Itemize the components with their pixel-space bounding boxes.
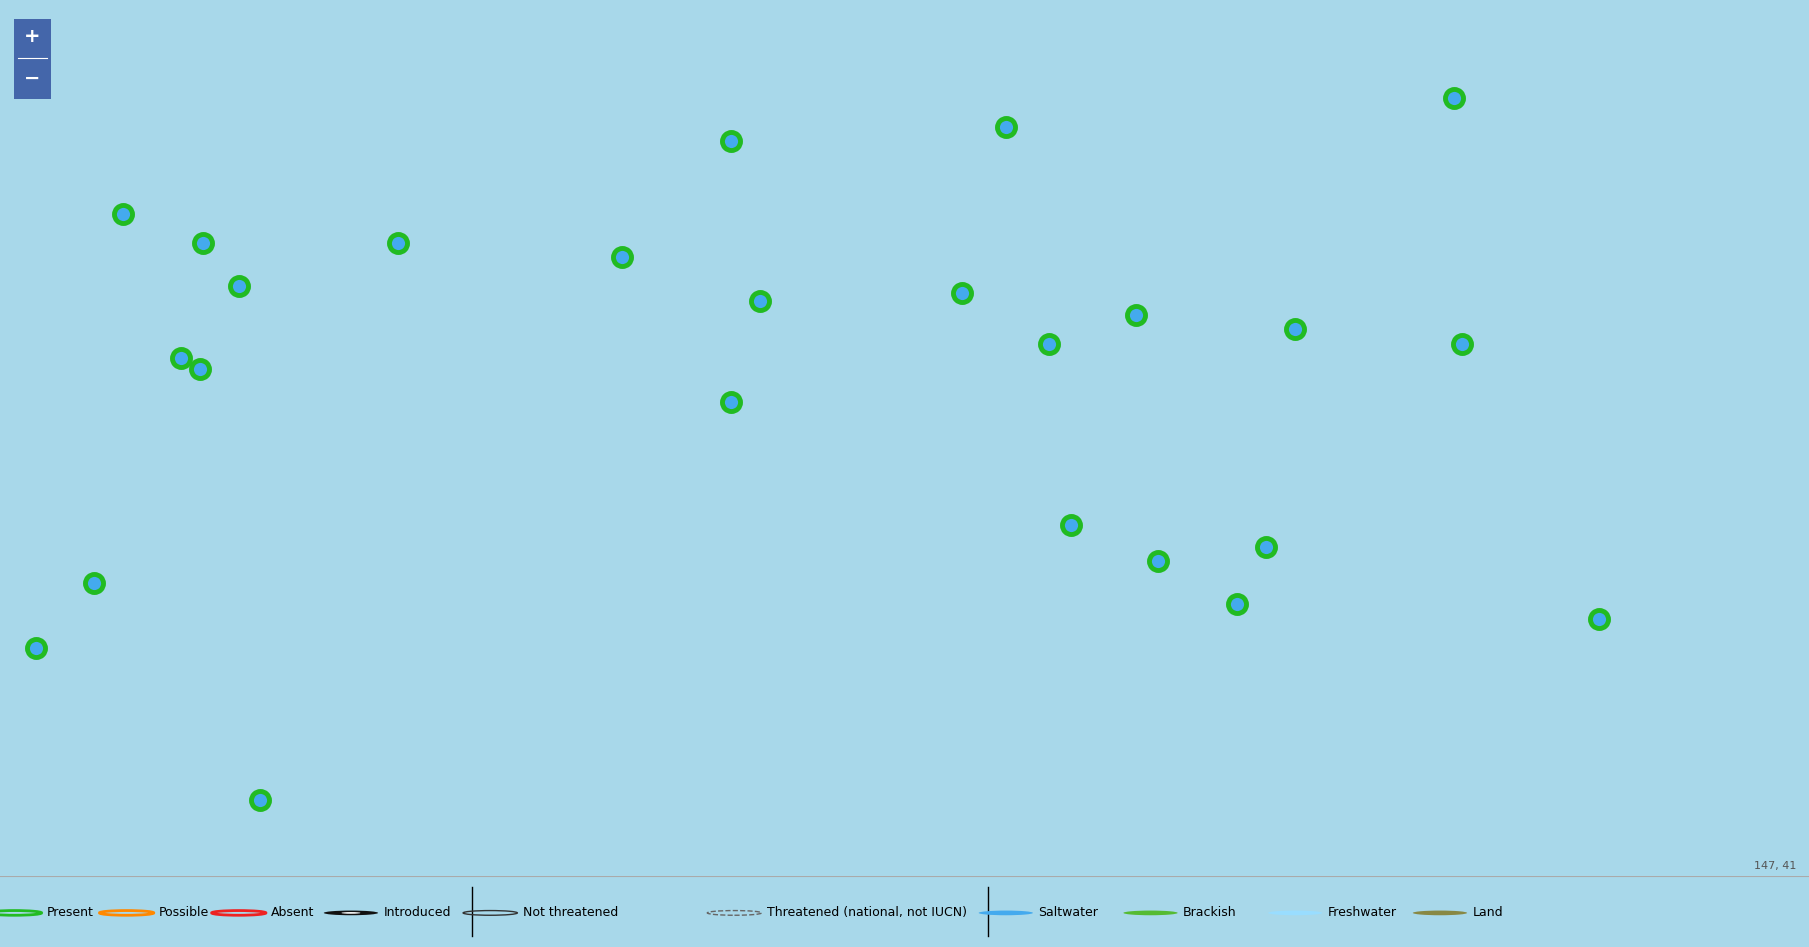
Ellipse shape <box>342 912 360 914</box>
Text: 147, 41: 147, 41 <box>1755 861 1796 871</box>
Text: Possible: Possible <box>159 906 210 920</box>
Text: Absent: Absent <box>271 906 315 920</box>
Text: Brackish: Brackish <box>1183 906 1237 920</box>
Text: Not threatened: Not threatened <box>523 906 619 920</box>
Ellipse shape <box>1413 911 1467 915</box>
Ellipse shape <box>1123 911 1178 915</box>
Ellipse shape <box>324 911 378 915</box>
Text: Land: Land <box>1473 906 1503 920</box>
Text: −: − <box>24 69 42 88</box>
Text: Threatened (national, not IUCN): Threatened (national, not IUCN) <box>767 906 968 920</box>
Ellipse shape <box>979 911 1033 915</box>
Text: Saltwater: Saltwater <box>1038 906 1098 920</box>
Text: Present: Present <box>47 906 94 920</box>
Ellipse shape <box>1268 911 1322 915</box>
Text: Freshwater: Freshwater <box>1328 906 1397 920</box>
Text: Introduced: Introduced <box>384 906 450 920</box>
FancyBboxPatch shape <box>13 15 52 103</box>
Text: +: + <box>24 27 42 46</box>
